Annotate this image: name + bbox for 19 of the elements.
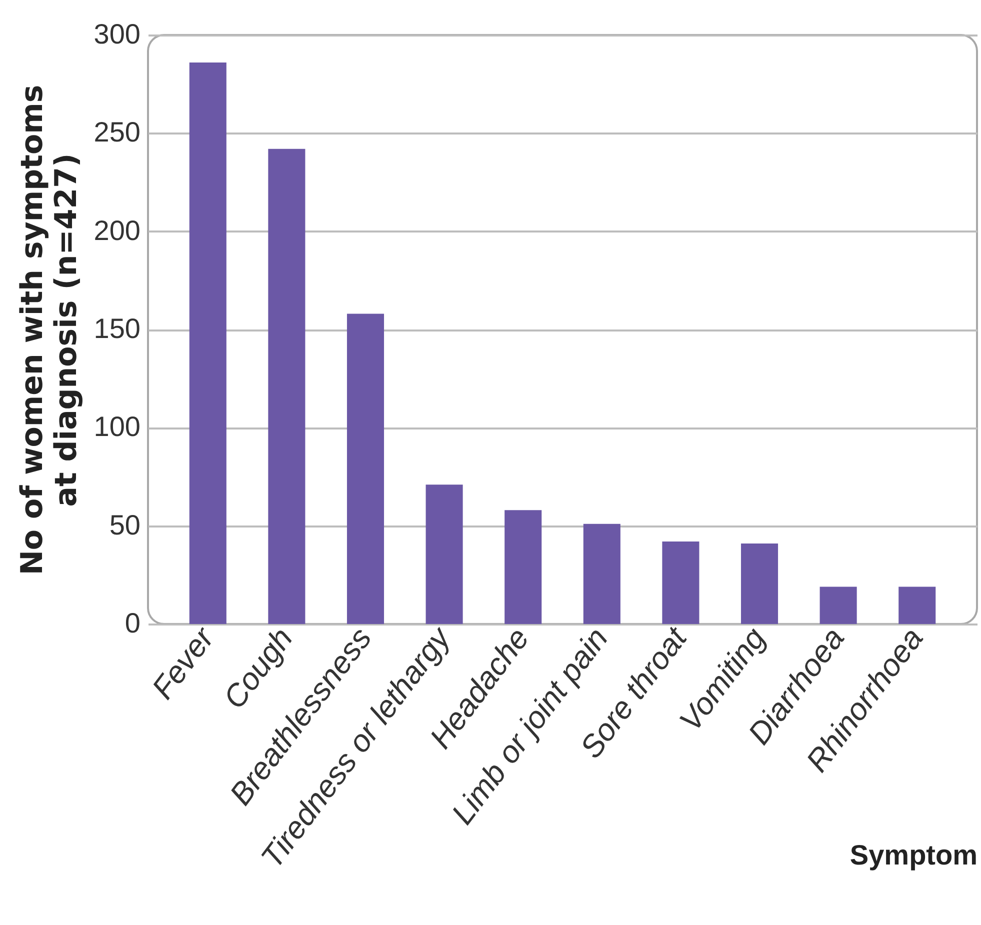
y-tick-label: 300: [94, 18, 140, 50]
bar: [740, 544, 778, 624]
y-tick-label: 150: [94, 313, 140, 344]
bar: [504, 510, 542, 624]
bar: [189, 62, 226, 624]
bar: [662, 542, 700, 624]
y-tick-label: 0: [124, 608, 140, 638]
bar: [346, 314, 384, 624]
x-axis-title: Symptom: [850, 840, 978, 870]
y-tick-label: 100: [94, 411, 140, 442]
bar: [898, 586, 936, 624]
bar: [268, 148, 306, 624]
y-tick-label: 200: [94, 214, 140, 246]
y-axis-title: No of women with symptoms at diagnosis (n=427): [14, 84, 84, 576]
y-tick-label: 50: [109, 509, 140, 540]
y-tick-label: 250: [94, 116, 140, 148]
bar: [820, 586, 857, 624]
bar: [583, 524, 620, 624]
bar: [426, 484, 463, 624]
